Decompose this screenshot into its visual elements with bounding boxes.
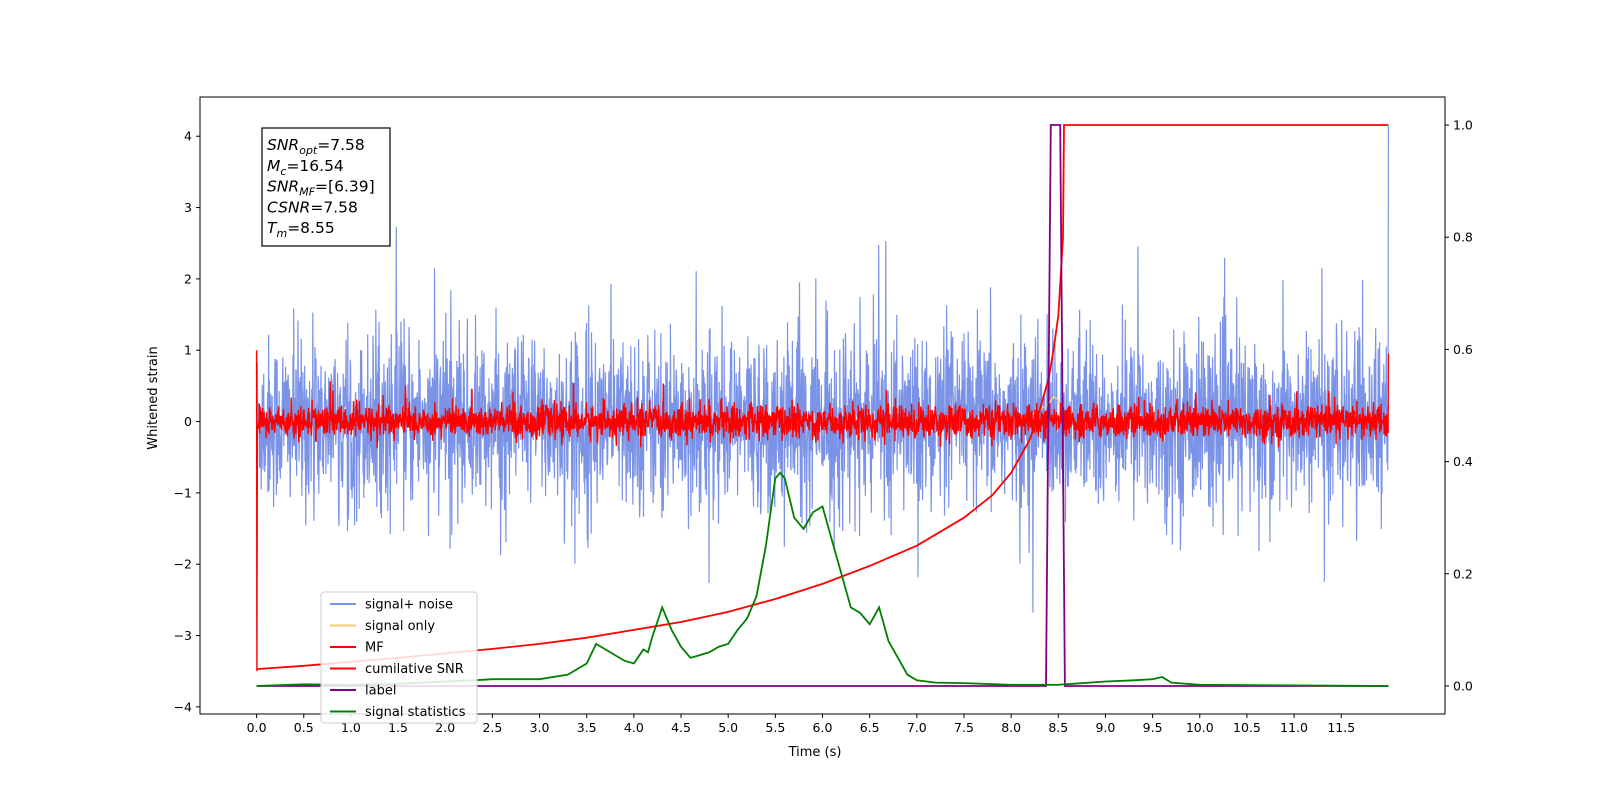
x-tick-label: 5.5 <box>765 720 785 735</box>
annotation-line: SNRopt=7.58 <box>267 136 365 157</box>
x-tick-label: 3.0 <box>530 720 550 735</box>
y-right-tick-label: 1.0 <box>1453 118 1473 133</box>
series-cumulative-snr <box>256 124 1389 670</box>
x-tick-label: 1.5 <box>388 720 408 735</box>
x-tick-label: 2.5 <box>482 720 502 735</box>
y-right-tick-label: 0.4 <box>1453 454 1473 469</box>
x-tick-label: 8.5 <box>1048 720 1068 735</box>
x-tick-label: 1.0 <box>341 720 361 735</box>
x-tick-label: 6.0 <box>813 720 833 735</box>
y-axis-left: 4 3 2 1 0 −1 −2 −3 −4 <box>174 129 200 714</box>
annotation-box: SNRopt=7.58Mc=16.54SNRMF=[6.39]CSNR=7.58… <box>261 127 391 247</box>
x-tick-label: 4.5 <box>671 720 691 735</box>
y-tick-label: 0 <box>184 414 192 429</box>
annotation-line: Mc=16.54 <box>267 157 344 178</box>
legend-frame <box>320 591 478 724</box>
x-tick-label: 0.5 <box>294 720 314 735</box>
legend-label: signal+ noise <box>365 598 453 613</box>
legend-label: MF <box>365 641 384 656</box>
y-tick-label: 1 <box>184 343 192 358</box>
x-tick-label: 3.5 <box>577 720 597 735</box>
y-tick-label: 3 <box>184 200 192 215</box>
x-tick-label: 9.5 <box>1143 720 1163 735</box>
x-tick-label: 10.5 <box>1233 720 1261 735</box>
legend-label: signal statistics <box>365 705 466 720</box>
x-axis: 0.0 0.5 1.0 1.5 2.0 2.5 3.0 3.5 4.0 4.5 5.0 5.5 6.0 6… <box>247 714 1355 735</box>
annotation-line: Tm=8.55 <box>267 219 335 240</box>
series-signal-statistics <box>256 471 1389 687</box>
x-tick-label: 5.0 <box>718 720 738 735</box>
x-tick-label: 11.0 <box>1280 720 1308 735</box>
legend-label: signal only <box>365 619 435 634</box>
series-signal-noise <box>256 125 1389 636</box>
legend-label: cumilative SNR <box>365 662 464 677</box>
y-axis-title: Whitened strain <box>146 346 161 449</box>
y-axis-right: 1.0 0.8 0.6 0.4 0.2 0.0 <box>1445 118 1473 693</box>
y-tick-label: −1 <box>174 485 192 500</box>
series-label <box>256 124 1389 687</box>
x-tick-label: 11.5 <box>1327 720 1355 735</box>
x-tick-label: 7.5 <box>954 720 974 735</box>
x-tick-label: 6.5 <box>860 720 880 735</box>
legend-label: label <box>365 684 396 699</box>
x-tick-label: 0.0 <box>247 720 267 735</box>
y-right-tick-label: 0.6 <box>1453 342 1473 357</box>
y-tick-label: 2 <box>184 271 192 286</box>
annotation-line: SNRMF=[6.39] <box>267 178 375 199</box>
annotation-frame <box>261 127 391 247</box>
annotation-line: CSNR=7.58 <box>267 198 358 216</box>
x-tick-label: 10.0 <box>1186 720 1214 735</box>
y-tick-label: 4 <box>184 129 192 144</box>
y-right-tick-label: 0.2 <box>1453 566 1473 581</box>
y-right-tick-label: 0.0 <box>1453 678 1473 693</box>
y-tick-label: −3 <box>174 628 192 643</box>
x-tick-label: 9.0 <box>1096 720 1116 735</box>
x-tick-label: 7.0 <box>907 720 927 735</box>
x-tick-label: 4.0 <box>624 720 644 735</box>
legend: signal+ noise signal only MF cumilative SNR… <box>320 591 478 724</box>
x-tick-label: 8.0 <box>1001 720 1021 735</box>
x-axis-title: Time (s) <box>788 745 842 760</box>
y-right-tick-label: 0.8 <box>1453 230 1473 245</box>
series-mf <box>255 350 1390 672</box>
y-tick-label: −4 <box>174 699 192 714</box>
x-tick-label: 2.0 <box>435 720 455 735</box>
y-tick-label: −2 <box>174 557 192 572</box>
